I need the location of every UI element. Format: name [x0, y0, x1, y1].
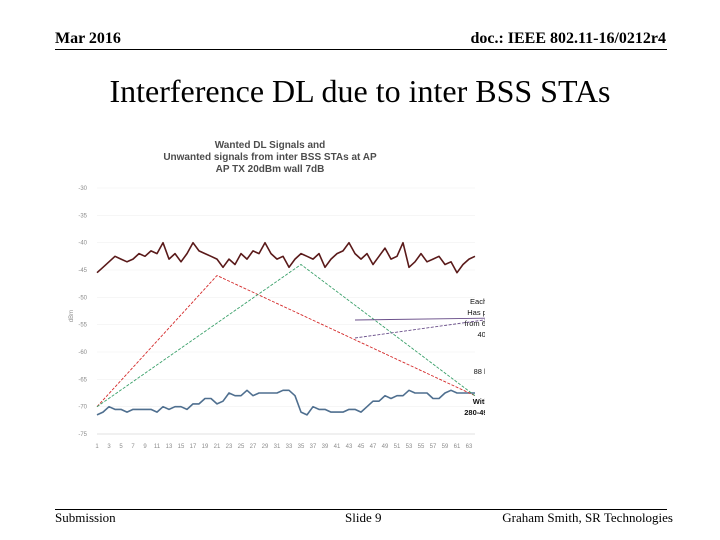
x-tick-label: 1 — [95, 444, 99, 450]
annotation-text: 280-490 have SNIR <20dB — [464, 408, 485, 417]
annotation-text: With 5dB Shadowing — [473, 397, 485, 406]
y-axis-label: dBm — [69, 310, 75, 322]
header-doc-id: doc.: IEEE 802.11-16/0212r4 — [470, 30, 666, 47]
header-date: Mar 2016 — [55, 30, 121, 47]
annotation-text: 4096 combinations. — [477, 330, 485, 339]
annotation-text: 88 have SNIR < 20dB — [474, 367, 485, 376]
y-tick-label: -35 — [78, 213, 87, 219]
x-tick-label: 63 — [466, 444, 473, 450]
x-tick-label: 25 — [238, 444, 245, 450]
y-tick-label: -75 — [78, 432, 87, 438]
chart-title-line: Wanted DL Signals and — [215, 140, 326, 151]
x-tick-label: 19 — [202, 444, 209, 450]
x-tick-label: 39 — [322, 444, 329, 450]
x-tick-label: 43 — [346, 444, 353, 450]
series-line-3 — [96, 275, 476, 408]
x-tick-label: 3 — [107, 444, 111, 450]
y-tick-label: -30 — [78, 186, 87, 192]
chart-title-line: Unwanted signals from inter BSS STAs at … — [163, 152, 377, 163]
x-tick-label: 47 — [370, 444, 377, 450]
chart-background — [55, 128, 485, 458]
x-tick-label: 11 — [154, 444, 161, 450]
annotation-pointer — [354, 317, 485, 321]
x-tick-label: 37 — [310, 444, 317, 450]
x-tick-label: 21 — [214, 444, 221, 450]
x-tick-label: 23 — [226, 444, 233, 450]
y-tick-label: -50 — [78, 295, 87, 301]
x-tick-label: 35 — [298, 444, 305, 450]
y-tick-label: -60 — [78, 350, 87, 356]
x-tick-label: 41 — [334, 444, 341, 450]
y-tick-label: -65 — [78, 377, 87, 383]
x-tick-label: 55 — [418, 444, 425, 450]
y-tick-label: -55 — [78, 323, 87, 329]
x-tick-label: 53 — [406, 444, 413, 450]
x-tick-label: 51 — [394, 444, 401, 450]
series-line-1 — [96, 241, 476, 274]
annotation-text: from 64 inter BSS STAs UL — [465, 319, 485, 328]
x-tick-label: 61 — [454, 444, 461, 450]
y-tick-label: -70 — [78, 405, 87, 411]
footer-slide-number: Slide 9 — [345, 510, 382, 525]
footer-rule — [55, 509, 667, 510]
annotation-text: Has potential interference — [467, 308, 485, 317]
x-tick-label: 13 — [166, 444, 173, 450]
series-line-4 — [96, 264, 476, 408]
annotation-pointer — [354, 319, 485, 339]
x-tick-label: 45 — [358, 444, 365, 450]
x-tick-label: 49 — [382, 444, 389, 450]
x-tick-label: 57 — [430, 444, 437, 450]
x-tick-label: 29 — [262, 444, 269, 450]
x-tick-label: 15 — [178, 444, 185, 450]
series-line-2 — [96, 389, 475, 416]
x-tick-label: 9 — [143, 444, 147, 450]
x-tick-label: 33 — [286, 444, 293, 450]
x-tick-label: 7 — [131, 444, 135, 450]
slide-title: Interference DL due to inter BSS STAs — [109, 73, 611, 109]
y-tick-label: -40 — [78, 241, 87, 247]
chart-title-line: AP TX 20dBm wall 7dB — [216, 164, 325, 175]
x-tick-label: 59 — [442, 444, 449, 450]
x-tick-label: 31 — [274, 444, 281, 450]
y-tick-label: -45 — [78, 268, 87, 274]
x-tick-label: 17 — [190, 444, 197, 450]
annotation-text: Each of the 64 STAs UL — [470, 297, 485, 306]
x-tick-label: 27 — [250, 444, 257, 450]
footer-submission: Submission — [55, 510, 116, 525]
footer-author: Graham Smith, SR Technologies — [502, 510, 673, 525]
x-tick-label: 5 — [119, 444, 123, 450]
header-rule — [55, 49, 667, 50]
